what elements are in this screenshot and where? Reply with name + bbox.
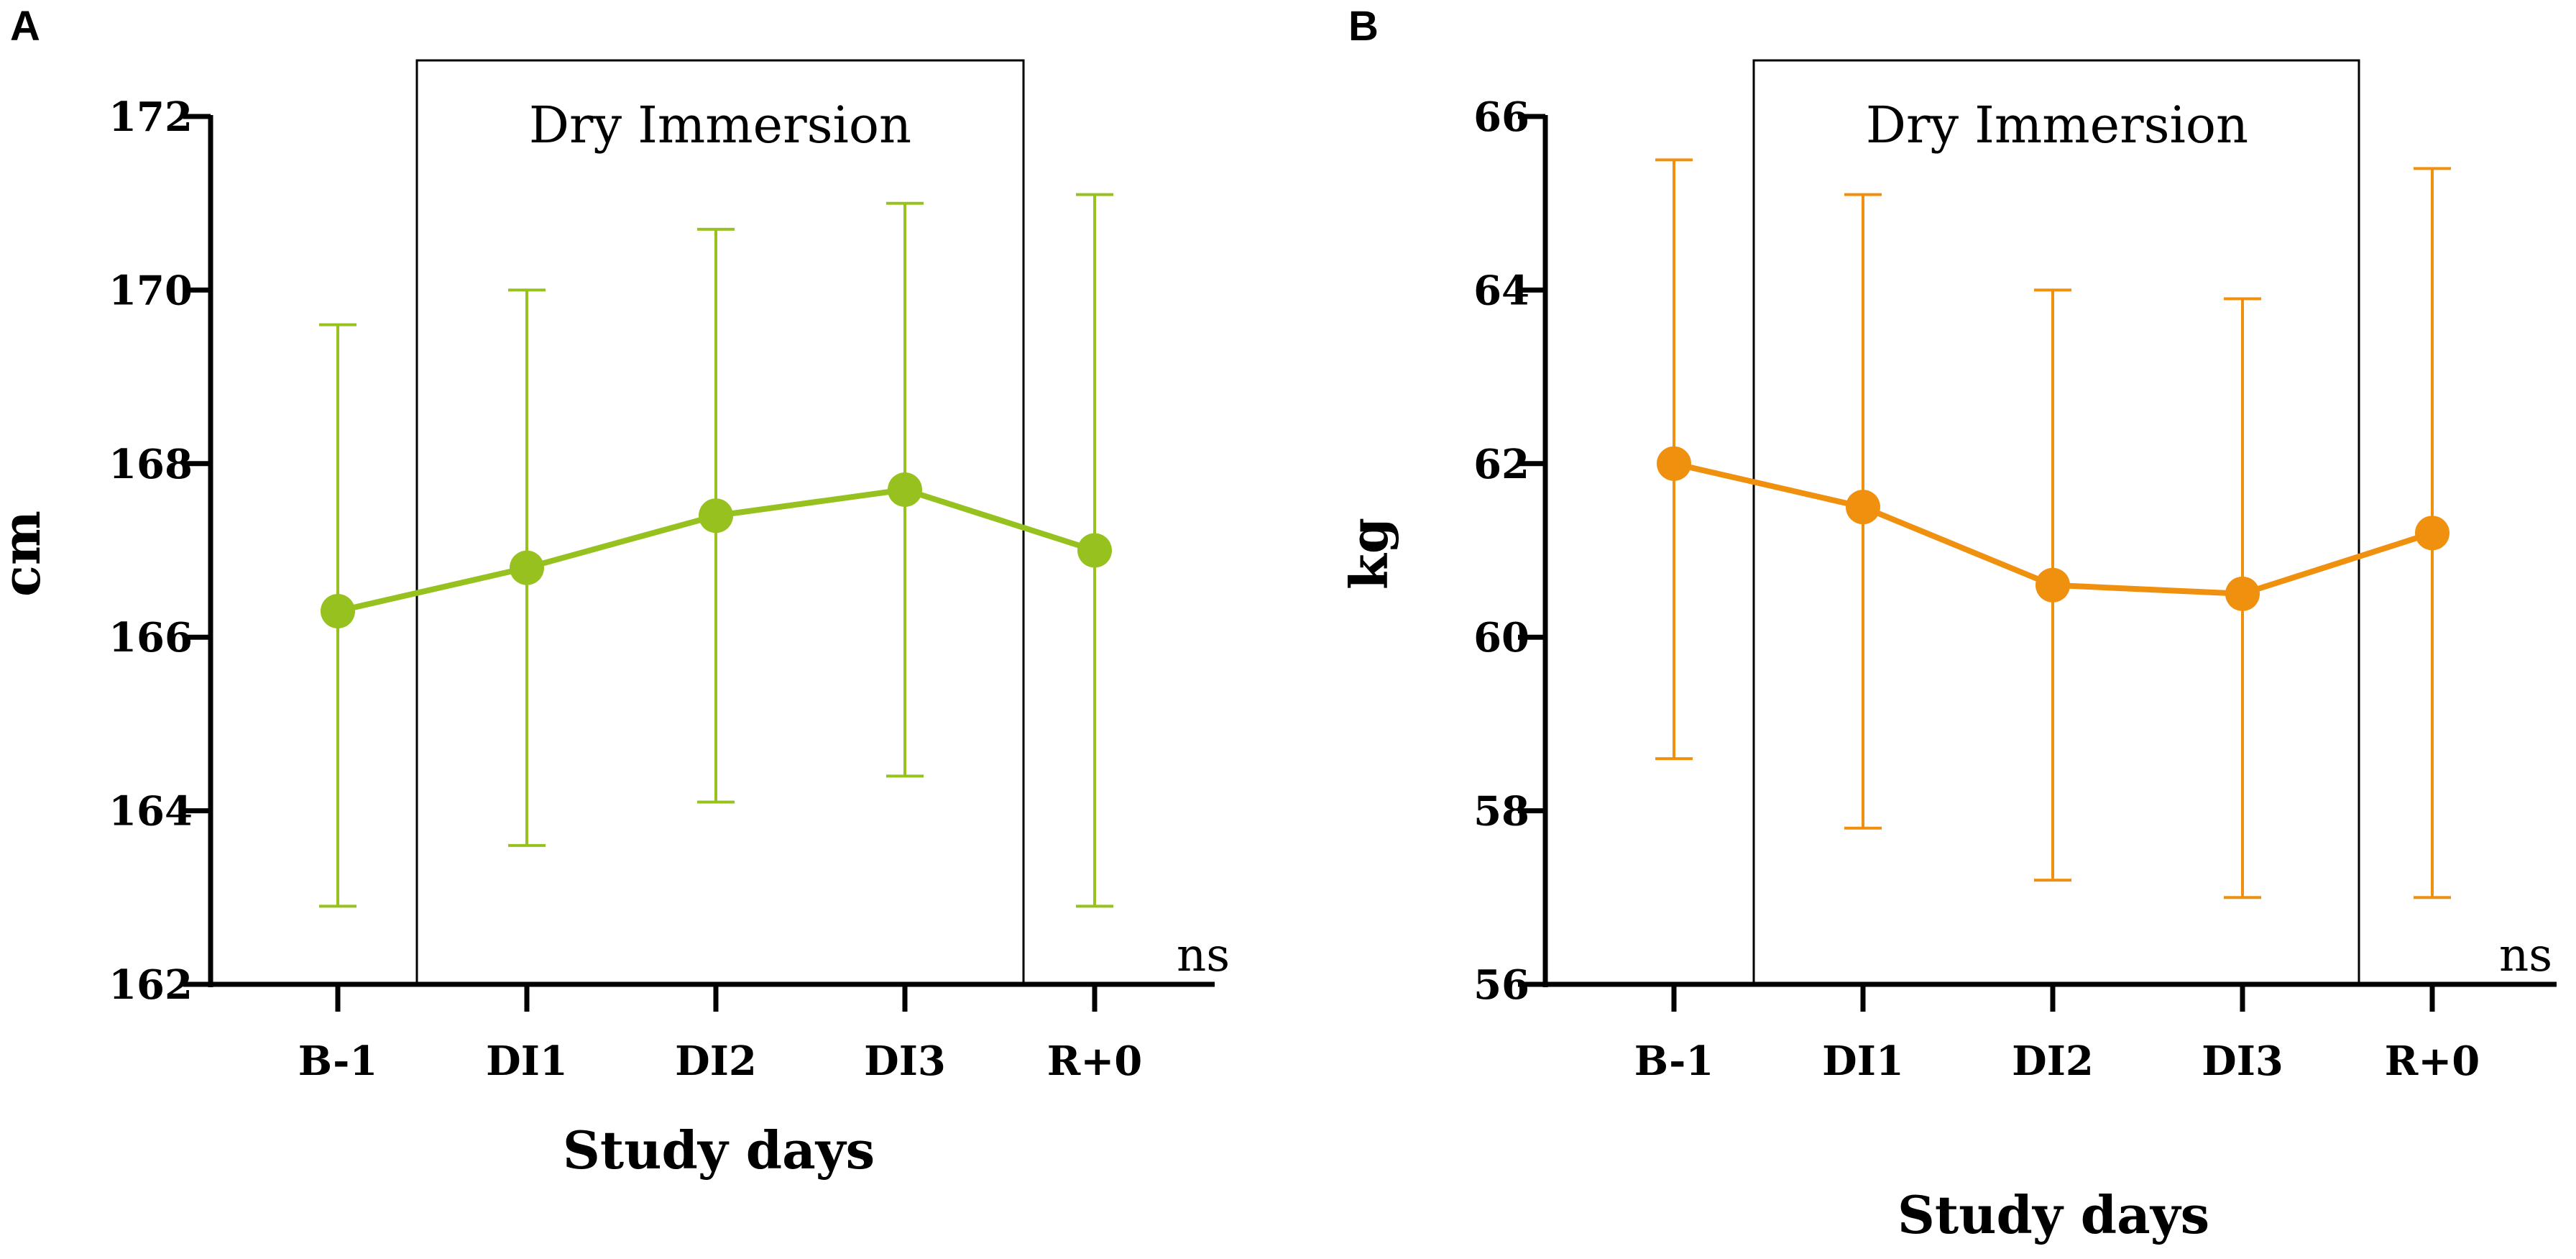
data-point-a-B-1 — [321, 593, 355, 628]
data-point-b-R+0 — [2415, 516, 2450, 551]
data-point-b-DI3 — [2225, 576, 2260, 611]
x-axis-title-b: Study days — [1898, 1184, 2209, 1245]
x-tick-label-b-DI3: DI3 — [2202, 1038, 2283, 1085]
axes-a: 162 164 166 168 170 172 B-1 DI1 DI2 DI3 R+0 — [109, 93, 1215, 1085]
axes-b: 56 58 60 62 64 66 B-1 DI1 DI2 DI3 R+0 — [1473, 93, 2557, 1085]
panel-letter-a: A — [10, 3, 40, 50]
data-point-a-DI1 — [510, 550, 544, 585]
panel-a: A Dry Immersion ns Study days cm 1621641… — [0, 3, 1230, 1181]
series-a — [321, 472, 1112, 628]
data-point-b-DI2 — [2036, 567, 2070, 603]
y-tick-label-a-170: 170 — [109, 267, 193, 314]
dry-immersion-label-b: Dry Immersion — [1866, 96, 2248, 155]
y-tick-label-a-172: 172 — [109, 93, 193, 141]
x-tick-label-b-DI2: DI2 — [2012, 1038, 2094, 1085]
x-tick-label-a-B-1: B-1 — [298, 1038, 378, 1085]
panel-b: B Dry Immersion ns Study days kg 56 58 60 6… — [1338, 3, 2557, 1245]
x-tick-label-a-R+0: R+0 — [1047, 1038, 1142, 1085]
dry-immersion-label-a: Dry Immersion — [529, 96, 911, 155]
y-tick-label-a-166: 166 — [109, 614, 193, 661]
data-point-b-B-1 — [1657, 446, 1691, 481]
data-point-a-DI3 — [888, 472, 922, 508]
x-axis-title-a: Study days — [563, 1120, 875, 1181]
y-tick-label-a-162: 162 — [109, 961, 193, 1009]
x-tick-label-b-DI1: DI1 — [1822, 1038, 1904, 1085]
y-tick-label-a-168: 168 — [109, 441, 193, 488]
x-tick-label-a-DI3: DI3 — [864, 1038, 946, 1085]
x-tick-label-a-DI2: DI2 — [675, 1038, 757, 1085]
significance-label-a: ns — [1177, 929, 1230, 982]
y-axis-title-a: cm — [0, 511, 52, 597]
y-tick-label-b-56: 56 — [1473, 961, 1530, 1009]
data-point-a-R+0 — [1077, 533, 1112, 568]
y-tick-label-a-164: 164 — [109, 788, 193, 835]
y-tick-label-b-58: 58 — [1473, 788, 1530, 835]
x-tick-label-b-R+0: R+0 — [2385, 1038, 2480, 1085]
error-bars-a — [319, 193, 1113, 908]
error-bars-b — [1655, 158, 2451, 899]
dry-immersion-box-b — [1752, 59, 2360, 986]
y-axis-title-b: kg — [1338, 518, 1399, 590]
y-tick-label-b-60: 60 — [1473, 614, 1530, 661]
series-b — [1657, 446, 2450, 611]
data-point-b-DI1 — [1846, 490, 1880, 525]
data-point-a-DI2 — [699, 498, 733, 534]
x-tick-label-a-DI1: DI1 — [486, 1038, 568, 1085]
significance-label-b: ns — [2499, 929, 2552, 982]
y-tick-label-b-64: 64 — [1473, 267, 1530, 314]
y-tick-label-b-62: 62 — [1473, 441, 1530, 488]
panel-letter-b: B — [1348, 3, 1379, 50]
x-tick-label-b-B-1: B-1 — [1634, 1038, 1714, 1085]
y-tick-label-b-66: 66 — [1473, 93, 1530, 141]
